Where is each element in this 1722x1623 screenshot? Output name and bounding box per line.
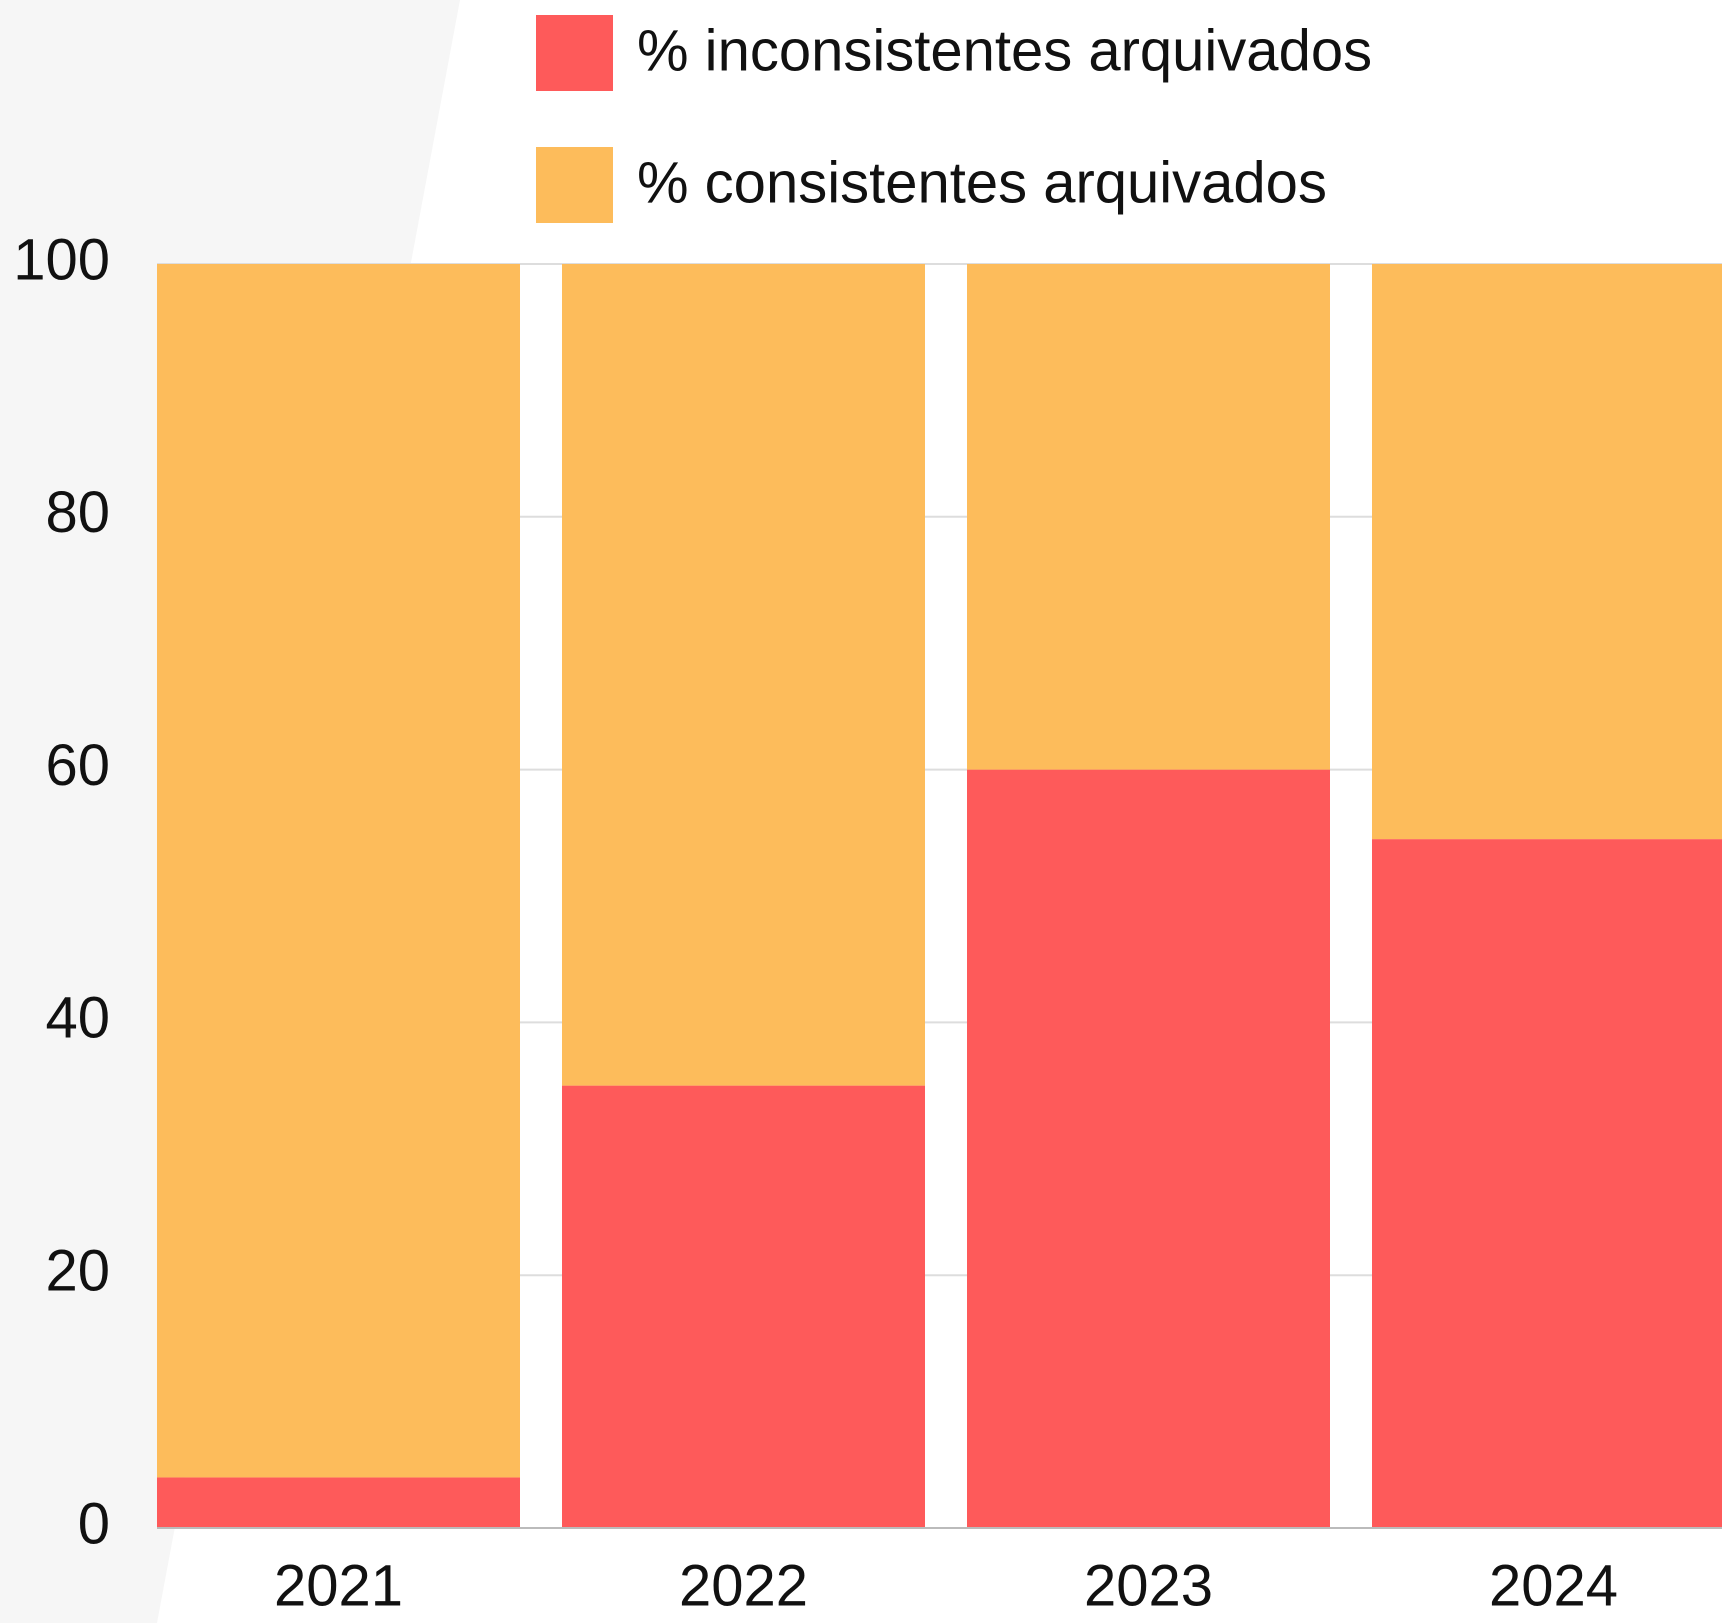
bar-segment (967, 264, 1330, 770)
y-tick-label: 80 (45, 480, 110, 545)
y-tick-label: 40 (45, 986, 110, 1051)
bar-segment (157, 1477, 520, 1528)
bar-segment (562, 264, 925, 1086)
legend-label: % consistentes arquivados (637, 150, 1327, 215)
x-tick-label: 2023 (1084, 1553, 1213, 1618)
x-tick-label: 2022 (679, 1553, 808, 1618)
y-tick-label: 20 (45, 1239, 110, 1304)
y-tick-label: 0 (78, 1491, 110, 1556)
x-tick-label: 2024 (1489, 1553, 1618, 1618)
bar-segment (157, 264, 520, 1478)
bar-segment (1372, 264, 1722, 840)
legend-swatch (536, 147, 613, 223)
legend-swatch (536, 15, 613, 91)
bar-segment (1372, 839, 1722, 1528)
bar-segment (562, 1085, 925, 1528)
y-tick-label: 60 (45, 733, 110, 798)
bar-segment (967, 769, 1330, 1528)
legend-label: % inconsistentes arquivados (637, 18, 1372, 83)
x-tick-label: 2021 (274, 1553, 403, 1618)
y-tick-label: 100 (13, 227, 110, 292)
